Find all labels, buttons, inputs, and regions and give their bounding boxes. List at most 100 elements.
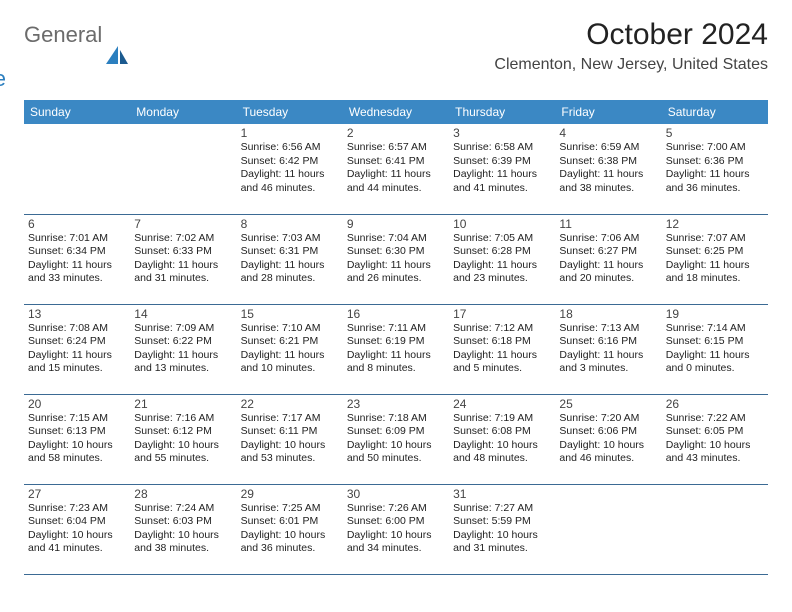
calendar-cell: 21Sunrise: 7:16 AMSunset: 6:12 PMDayligh…: [130, 394, 236, 484]
daylight-line: Daylight: 11 hours and 36 minutes.: [666, 168, 764, 195]
sunset-line: Sunset: 6:27 PM: [559, 245, 657, 259]
day-number: 15: [241, 307, 339, 321]
sunset-line: Sunset: 6:38 PM: [559, 155, 657, 169]
header: General Blue October 2024 Clementon, New…: [24, 18, 768, 92]
calendar-row: 6Sunrise: 7:01 AMSunset: 6:34 PMDaylight…: [24, 214, 768, 304]
day-number: 17: [453, 307, 551, 321]
calendar-cell: 29Sunrise: 7:25 AMSunset: 6:01 PMDayligh…: [237, 484, 343, 574]
logo: General Blue: [24, 22, 130, 92]
daylight-line: Daylight: 11 hours and 46 minutes.: [241, 168, 339, 195]
day-number: 26: [666, 397, 764, 411]
daylight-line: Daylight: 10 hours and 38 minutes.: [134, 529, 232, 556]
daylight-line: Daylight: 11 hours and 28 minutes.: [241, 259, 339, 286]
logo-text-general: General: [24, 22, 102, 48]
calendar-cell: 16Sunrise: 7:11 AMSunset: 6:19 PMDayligh…: [343, 304, 449, 394]
day-number: 16: [347, 307, 445, 321]
daylight-line: Daylight: 10 hours and 48 minutes.: [453, 439, 551, 466]
calendar-cell: 9Sunrise: 7:04 AMSunset: 6:30 PMDaylight…: [343, 214, 449, 304]
daylight-line: Daylight: 11 hours and 8 minutes.: [347, 349, 445, 376]
calendar-row: 27Sunrise: 7:23 AMSunset: 6:04 PMDayligh…: [24, 484, 768, 574]
daylight-line: Daylight: 11 hours and 20 minutes.: [559, 259, 657, 286]
calendar-cell: 15Sunrise: 7:10 AMSunset: 6:21 PMDayligh…: [237, 304, 343, 394]
calendar-cell: 24Sunrise: 7:19 AMSunset: 6:08 PMDayligh…: [449, 394, 555, 484]
day-number: 13: [28, 307, 126, 321]
calendar-cell: [662, 484, 768, 574]
sunset-line: Sunset: 6:41 PM: [347, 155, 445, 169]
calendar-cell: 22Sunrise: 7:17 AMSunset: 6:11 PMDayligh…: [237, 394, 343, 484]
sunrise-line: Sunrise: 7:22 AM: [666, 412, 764, 426]
sunset-line: Sunset: 5:59 PM: [453, 515, 551, 529]
day-number: 29: [241, 487, 339, 501]
daylight-line: Daylight: 11 hours and 13 minutes.: [134, 349, 232, 376]
sunset-line: Sunset: 6:24 PM: [28, 335, 126, 349]
day-number: 23: [347, 397, 445, 411]
day-number: 22: [241, 397, 339, 411]
calendar-cell: 13Sunrise: 7:08 AMSunset: 6:24 PMDayligh…: [24, 304, 130, 394]
calendar-cell: 20Sunrise: 7:15 AMSunset: 6:13 PMDayligh…: [24, 394, 130, 484]
daylight-line: Daylight: 11 hours and 18 minutes.: [666, 259, 764, 286]
sunrise-line: Sunrise: 7:16 AM: [134, 412, 232, 426]
sunrise-line: Sunrise: 7:26 AM: [347, 502, 445, 516]
sunrise-line: Sunrise: 7:18 AM: [347, 412, 445, 426]
weekday-header: Saturday: [662, 100, 768, 124]
day-number: 4: [559, 126, 657, 140]
sunset-line: Sunset: 6:22 PM: [134, 335, 232, 349]
calendar-cell: 12Sunrise: 7:07 AMSunset: 6:25 PMDayligh…: [662, 214, 768, 304]
sunrise-line: Sunrise: 7:13 AM: [559, 322, 657, 336]
logo-sail-icon: [104, 44, 130, 70]
location-text: Clementon, New Jersey, United States: [494, 56, 768, 74]
sunrise-line: Sunrise: 7:00 AM: [666, 141, 764, 155]
calendar-cell: 31Sunrise: 7:27 AMSunset: 5:59 PMDayligh…: [449, 484, 555, 574]
calendar-cell: 5Sunrise: 7:00 AMSunset: 6:36 PMDaylight…: [662, 124, 768, 214]
sunset-line: Sunset: 6:31 PM: [241, 245, 339, 259]
day-number: 2: [347, 126, 445, 140]
daylight-line: Daylight: 10 hours and 53 minutes.: [241, 439, 339, 466]
day-number: 21: [134, 397, 232, 411]
sunset-line: Sunset: 6:05 PM: [666, 425, 764, 439]
daylight-line: Daylight: 10 hours and 36 minutes.: [241, 529, 339, 556]
day-number: 5: [666, 126, 764, 140]
day-number: 3: [453, 126, 551, 140]
sunset-line: Sunset: 6:36 PM: [666, 155, 764, 169]
sunset-line: Sunset: 6:03 PM: [134, 515, 232, 529]
sunset-line: Sunset: 6:12 PM: [134, 425, 232, 439]
calendar-cell: [24, 124, 130, 214]
sunrise-line: Sunrise: 7:20 AM: [559, 412, 657, 426]
sunrise-line: Sunrise: 7:10 AM: [241, 322, 339, 336]
calendar-cell: 28Sunrise: 7:24 AMSunset: 6:03 PMDayligh…: [130, 484, 236, 574]
calendar-row: 1Sunrise: 6:56 AMSunset: 6:42 PMDaylight…: [24, 124, 768, 214]
day-number: 31: [453, 487, 551, 501]
sunrise-line: Sunrise: 7:25 AM: [241, 502, 339, 516]
month-title: October 2024: [494, 18, 768, 52]
weekday-header: Friday: [555, 100, 661, 124]
sunrise-line: Sunrise: 7:27 AM: [453, 502, 551, 516]
sunset-line: Sunset: 6:34 PM: [28, 245, 126, 259]
sunrise-line: Sunrise: 7:04 AM: [347, 232, 445, 246]
calendar-cell: 23Sunrise: 7:18 AMSunset: 6:09 PMDayligh…: [343, 394, 449, 484]
calendar-cell: 26Sunrise: 7:22 AMSunset: 6:05 PMDayligh…: [662, 394, 768, 484]
sunrise-line: Sunrise: 7:23 AM: [28, 502, 126, 516]
sunrise-line: Sunrise: 7:12 AM: [453, 322, 551, 336]
daylight-line: Daylight: 11 hours and 23 minutes.: [453, 259, 551, 286]
daylight-line: Daylight: 11 hours and 31 minutes.: [134, 259, 232, 286]
calendar-cell: [555, 484, 661, 574]
calendar-cell: 8Sunrise: 7:03 AMSunset: 6:31 PMDaylight…: [237, 214, 343, 304]
calendar-body: 1Sunrise: 6:56 AMSunset: 6:42 PMDaylight…: [24, 124, 768, 574]
calendar-cell: 1Sunrise: 6:56 AMSunset: 6:42 PMDaylight…: [237, 124, 343, 214]
daylight-line: Daylight: 10 hours and 43 minutes.: [666, 439, 764, 466]
daylight-line: Daylight: 10 hours and 34 minutes.: [347, 529, 445, 556]
day-number: 28: [134, 487, 232, 501]
calendar-cell: 3Sunrise: 6:58 AMSunset: 6:39 PMDaylight…: [449, 124, 555, 214]
day-number: 8: [241, 217, 339, 231]
sunset-line: Sunset: 6:15 PM: [666, 335, 764, 349]
calendar-row: 20Sunrise: 7:15 AMSunset: 6:13 PMDayligh…: [24, 394, 768, 484]
day-number: 1: [241, 126, 339, 140]
sunrise-line: Sunrise: 7:07 AM: [666, 232, 764, 246]
daylight-line: Daylight: 11 hours and 5 minutes.: [453, 349, 551, 376]
sunset-line: Sunset: 6:19 PM: [347, 335, 445, 349]
sunset-line: Sunset: 6:25 PM: [666, 245, 764, 259]
day-number: 11: [559, 217, 657, 231]
daylight-line: Daylight: 11 hours and 3 minutes.: [559, 349, 657, 376]
day-number: 25: [559, 397, 657, 411]
sunrise-line: Sunrise: 7:05 AM: [453, 232, 551, 246]
